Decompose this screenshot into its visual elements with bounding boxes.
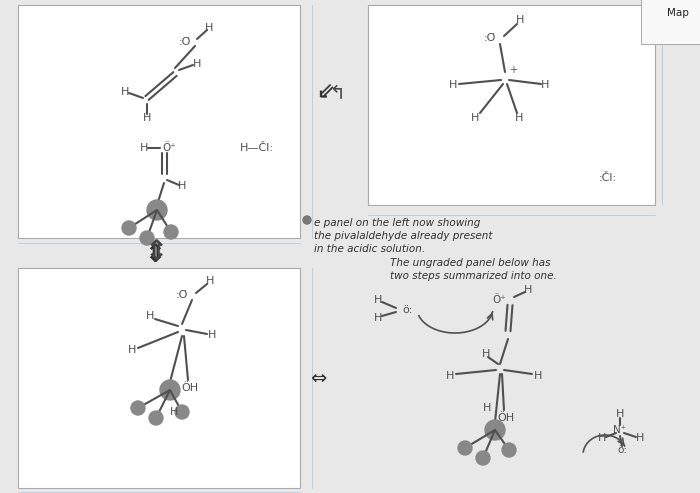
Circle shape <box>164 225 178 239</box>
Circle shape <box>476 451 490 465</box>
Text: H: H <box>471 113 480 123</box>
Text: H: H <box>170 407 178 417</box>
Text: ⇔: ⇔ <box>310 368 326 387</box>
Text: ö:: ö: <box>402 305 412 315</box>
Text: H: H <box>146 311 154 321</box>
Text: H: H <box>206 276 214 286</box>
Text: H: H <box>534 371 542 381</box>
Text: :Ö: :Ö <box>484 33 496 43</box>
Text: ÖH: ÖH <box>498 413 514 423</box>
Text: Ö⁺: Ö⁺ <box>492 295 506 305</box>
Text: The ungraded panel below has
two steps summarized into one.: The ungraded panel below has two steps s… <box>390 258 556 281</box>
Text: H: H <box>616 409 624 419</box>
Text: Map: Map <box>667 8 689 18</box>
Circle shape <box>140 231 154 245</box>
Text: H: H <box>541 80 550 90</box>
Text: H: H <box>449 80 457 90</box>
Text: H: H <box>516 15 524 25</box>
Circle shape <box>175 405 189 419</box>
Text: H: H <box>128 345 136 355</box>
Text: N⁺: N⁺ <box>613 425 626 435</box>
Bar <box>18 268 300 488</box>
Bar <box>368 5 655 205</box>
Text: H: H <box>121 87 130 97</box>
Text: H: H <box>193 59 201 69</box>
Circle shape <box>131 401 145 415</box>
Text: ⇕: ⇕ <box>144 243 165 267</box>
Circle shape <box>147 200 167 220</box>
Text: ÖH: ÖH <box>181 383 199 393</box>
Circle shape <box>122 221 136 235</box>
Text: e panel on the left now showing
the pivalaldehyde already present
in the acidic : e panel on the left now showing the piva… <box>314 218 493 254</box>
Text: H: H <box>140 143 148 153</box>
Circle shape <box>485 420 505 440</box>
Text: H: H <box>482 349 490 359</box>
Text: H: H <box>514 113 523 123</box>
Text: H: H <box>178 181 186 191</box>
Text: H: H <box>483 403 491 413</box>
Bar <box>18 5 300 238</box>
Text: H: H <box>636 433 644 443</box>
Text: +: + <box>509 65 517 75</box>
Text: ⇕: ⇕ <box>144 238 167 266</box>
Text: ⇓: ⇓ <box>309 81 337 108</box>
Circle shape <box>502 443 516 457</box>
Circle shape <box>458 441 472 455</box>
Text: H: H <box>524 285 532 295</box>
Text: :Ö: :Ö <box>176 290 188 300</box>
Text: ↳: ↳ <box>322 78 338 98</box>
Text: :Čl:: :Čl: <box>599 173 617 183</box>
Circle shape <box>149 411 163 425</box>
Text: H—Čl:: H—Čl: <box>240 143 274 153</box>
Circle shape <box>303 216 311 224</box>
Text: H: H <box>205 23 214 33</box>
Text: H: H <box>374 313 382 323</box>
Text: H: H <box>374 295 382 305</box>
Circle shape <box>160 380 180 400</box>
Text: H: H <box>208 330 216 340</box>
Text: Ö⁺: Ö⁺ <box>162 143 176 153</box>
Text: ö:: ö: <box>617 445 627 455</box>
Text: H: H <box>143 113 151 123</box>
Text: :Ö: :Ö <box>178 37 191 47</box>
Text: H: H <box>598 433 606 443</box>
Text: H: H <box>446 371 454 381</box>
